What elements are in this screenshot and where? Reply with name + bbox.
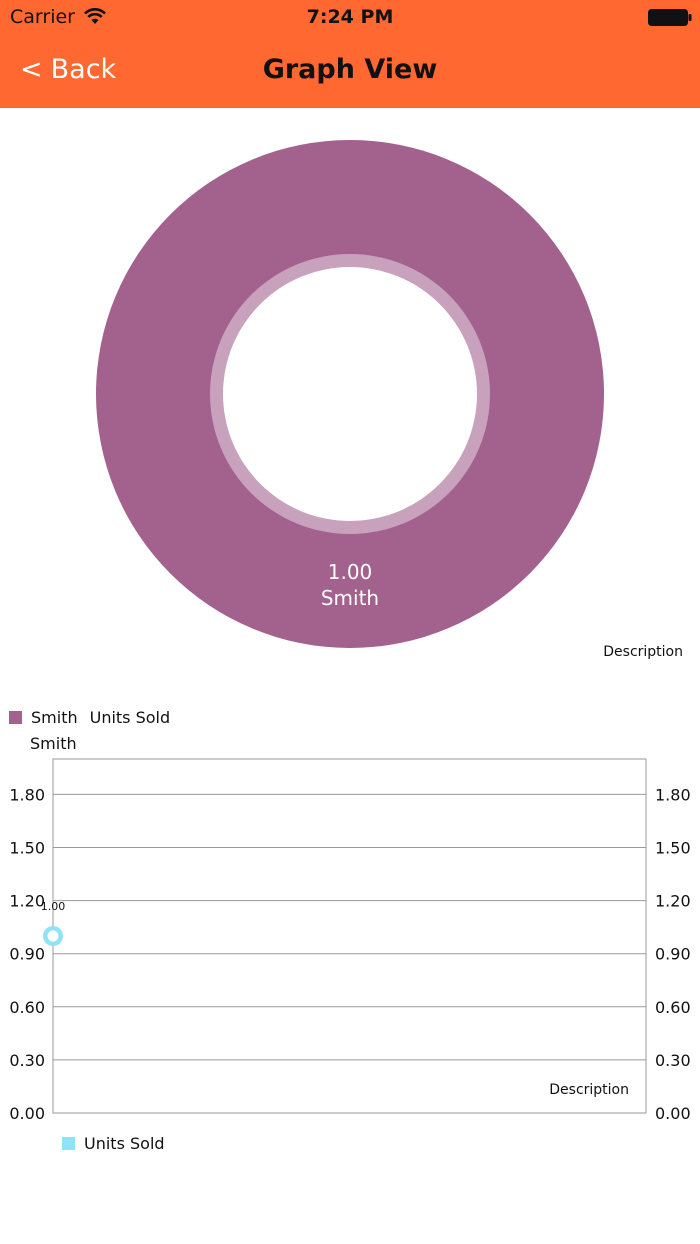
y-tick-label-left: 0.90 <box>9 945 45 964</box>
battery-icon <box>648 9 692 26</box>
legend-swatch-smith <box>9 710 22 724</box>
line-chart-description: Description <box>549 1082 629 1098</box>
pie-chart-description: Description <box>603 644 683 660</box>
legend-label-smith: Smith <box>31 707 78 727</box>
legend-label-units-sold-line: Units Sold <box>84 1134 165 1153</box>
y-tick-label-left: 1.20 <box>9 892 45 911</box>
legend-label-smith-secondary: Smith <box>30 733 77 753</box>
data-point-value-label: 1.00 <box>41 900 66 913</box>
y-tick-label-right: 0.60 <box>655 998 691 1017</box>
legend-label-units-sold: Units Sold <box>89 707 171 727</box>
y-tick-label-right: 1.20 <box>655 892 691 911</box>
y-tick-label-left: 1.50 <box>9 839 45 858</box>
y-tick-label-right: 1.50 <box>655 839 691 858</box>
wifi-icon <box>84 8 106 24</box>
carrier-label: Carrier <box>10 6 75 28</box>
y-tick-label-right: 1.80 <box>655 785 691 804</box>
legend-swatch-units-sold <box>62 1137 75 1150</box>
y-tick-label-left: 0.60 <box>9 998 45 1017</box>
pie-slice-name-label: Smith <box>321 586 379 610</box>
y-tick-label-left: 1.80 <box>9 785 45 804</box>
status-bar: Carrier 7:24 PM <box>0 0 700 36</box>
top-header: Carrier 7:24 PM < Back Graph View <box>0 0 700 108</box>
chevron-left-icon: < <box>20 54 43 85</box>
y-tick-label-right: 0.00 <box>655 1104 691 1123</box>
y-tick-label-left: 0.00 <box>9 1104 45 1123</box>
status-time: 7:24 PM <box>306 6 394 28</box>
legend-entry-secondary: Smith <box>30 732 170 754</box>
pie-chart-legend: Smith Units Sold Smith <box>9 706 170 754</box>
pie-slice-value-label: 1.00 <box>328 560 373 584</box>
line-chart-legend: Units Sold <box>62 1134 165 1153</box>
legend-entry: Smith Units Sold <box>9 706 170 728</box>
y-tick-label-right: 0.90 <box>655 945 691 964</box>
data-point-hole <box>47 930 59 942</box>
page-title: Graph View <box>262 54 438 85</box>
line-chart[interactable]: 0.00 0.00 0.30 0.30 0.60 0.60 0.90 0.90 1.20 1.20… <box>9 758 691 1123</box>
y-tick-label-left: 0.30 <box>9 1051 45 1070</box>
navigation-bar: < Back Graph View <box>0 36 700 108</box>
y-tick-label-right: 0.30 <box>655 1051 691 1070</box>
back-button[interactable]: < Back <box>20 54 116 85</box>
donut-hole <box>223 267 477 521</box>
back-label: Back <box>50 54 117 85</box>
